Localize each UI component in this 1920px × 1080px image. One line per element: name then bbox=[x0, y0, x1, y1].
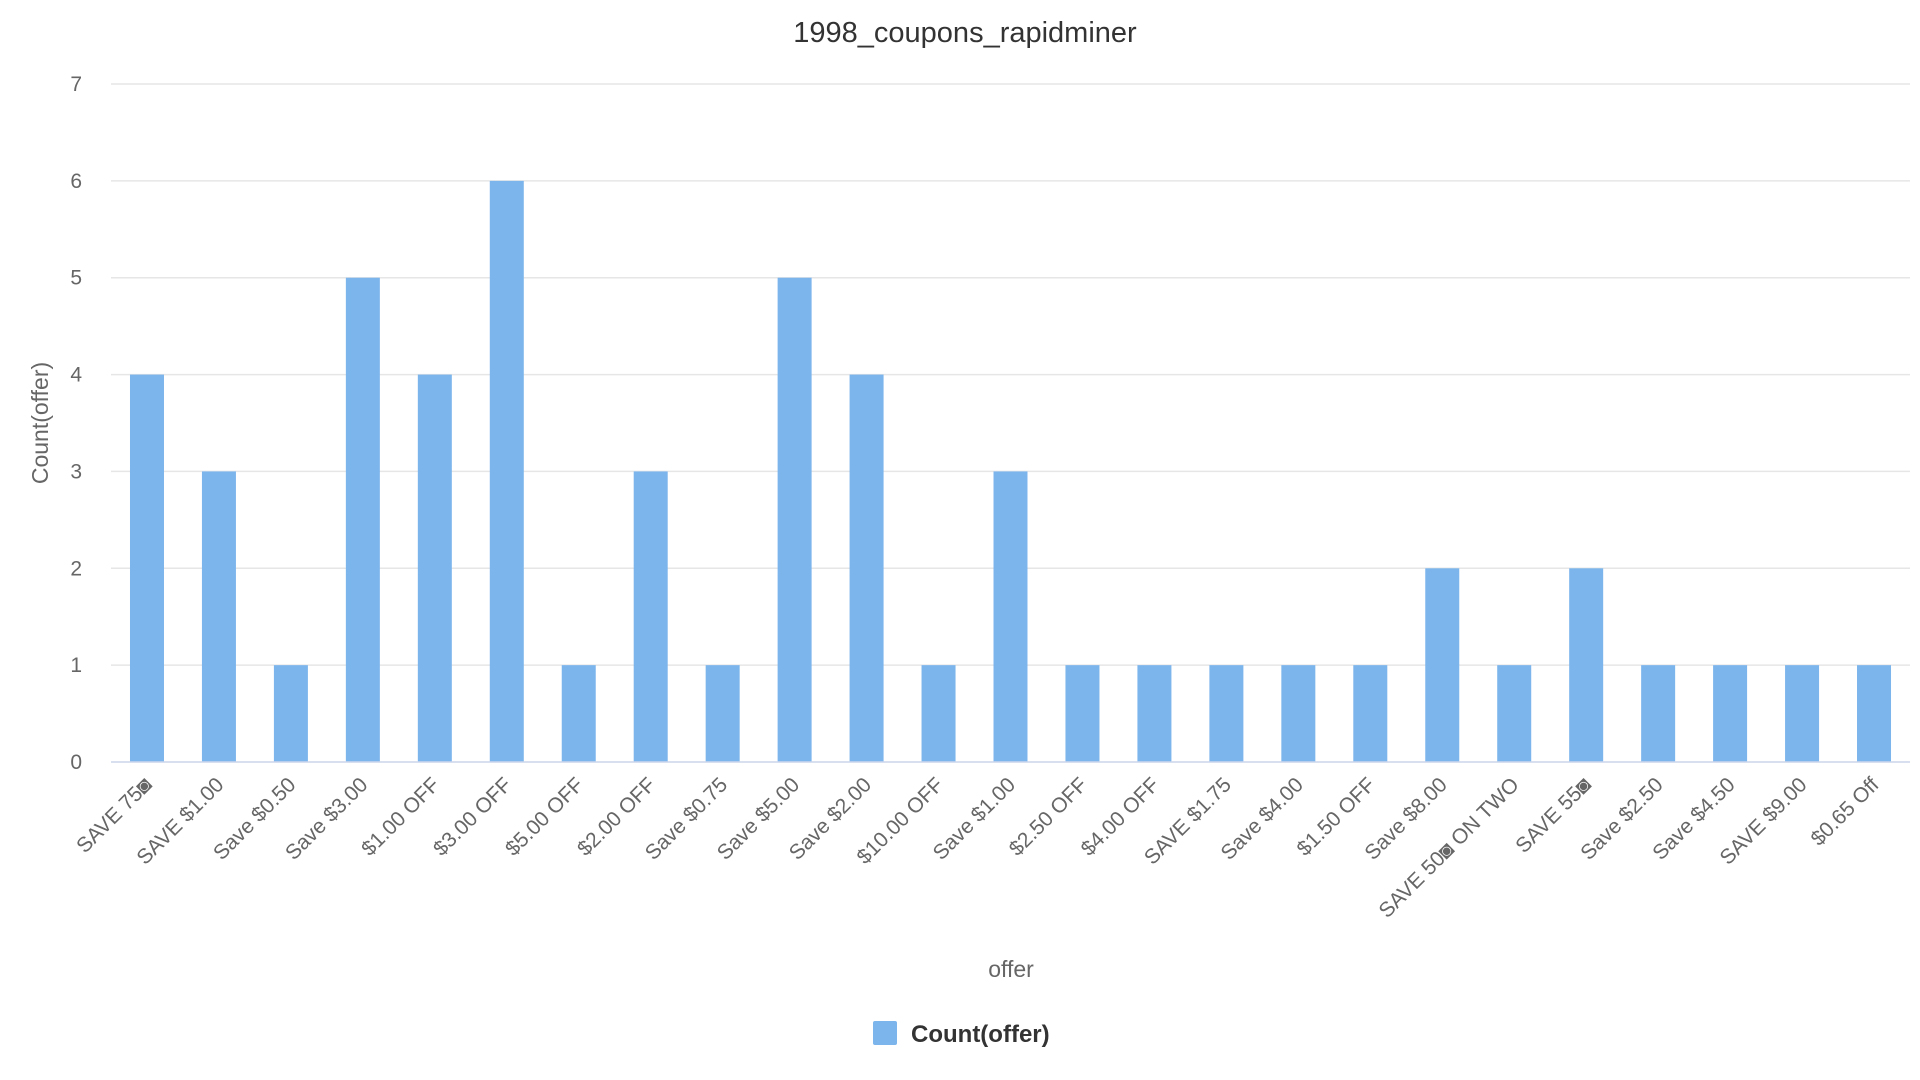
bar[interactable] bbox=[1641, 665, 1676, 762]
y-tick-label: 4 bbox=[70, 364, 82, 387]
bar[interactable] bbox=[1209, 665, 1244, 762]
y-tick-label: 1 bbox=[70, 654, 82, 677]
bar[interactable] bbox=[129, 374, 164, 762]
bar[interactable] bbox=[489, 180, 524, 762]
x-axis-title: offer bbox=[988, 956, 1034, 982]
bar[interactable] bbox=[1353, 665, 1388, 762]
bar[interactable] bbox=[1785, 665, 1820, 762]
bar[interactable] bbox=[417, 374, 452, 762]
bar[interactable] bbox=[1497, 665, 1532, 762]
bar[interactable] bbox=[1137, 665, 1172, 762]
y-tick-label: 3 bbox=[70, 460, 82, 483]
legend-swatch bbox=[873, 1021, 897, 1045]
y-tick-label: 5 bbox=[70, 267, 82, 290]
x-tick-label: $0.65 Off bbox=[1806, 773, 1883, 850]
bar[interactable] bbox=[1281, 665, 1316, 762]
y-axis-title: Count(offer) bbox=[27, 362, 53, 484]
bar[interactable] bbox=[849, 374, 884, 762]
y-tick-label: 2 bbox=[70, 557, 82, 580]
bar[interactable] bbox=[345, 277, 380, 762]
bar[interactable] bbox=[777, 277, 812, 762]
bar[interactable] bbox=[633, 471, 668, 762]
legend-label: Count(offer) bbox=[911, 1021, 1050, 1048]
y-tick-label: 0 bbox=[70, 751, 82, 774]
bar[interactable] bbox=[1065, 665, 1100, 762]
x-tick-label: SAVE 50◙ ON TWO bbox=[1374, 773, 1523, 922]
bar[interactable] bbox=[1569, 568, 1604, 762]
bar[interactable] bbox=[705, 665, 740, 762]
bar[interactable] bbox=[201, 471, 236, 762]
bar[interactable] bbox=[1857, 665, 1892, 762]
bar[interactable] bbox=[273, 665, 308, 762]
bar[interactable] bbox=[1713, 665, 1748, 762]
bar[interactable] bbox=[993, 471, 1028, 762]
y-axis-ticks: 0 1 2 3 4 5 6 7 bbox=[70, 73, 82, 774]
legend[interactable]: Count(offer) bbox=[873, 1021, 1050, 1048]
y-tick-label: 7 bbox=[70, 73, 82, 96]
chart-title: 1998_coupons_rapidminer bbox=[793, 17, 1137, 49]
bar[interactable] bbox=[921, 665, 956, 762]
bar[interactable] bbox=[561, 665, 596, 762]
bars bbox=[129, 180, 1892, 762]
bar[interactable] bbox=[1425, 568, 1460, 762]
y-tick-label: 6 bbox=[70, 170, 82, 193]
